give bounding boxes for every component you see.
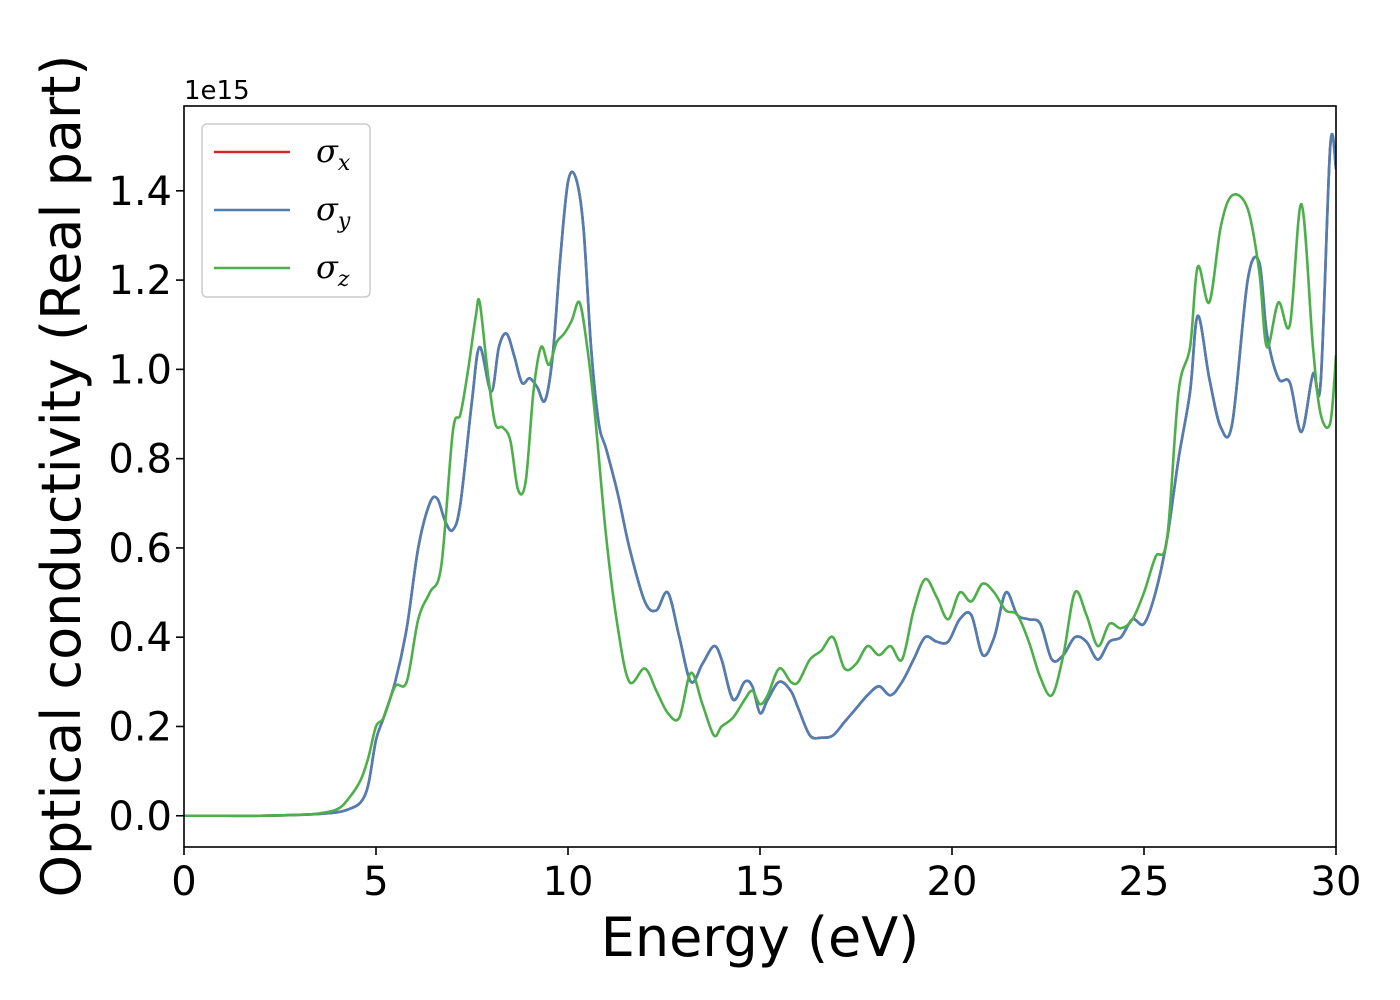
x-axis-ticks: 0 5 10 15 20 25 30 — [171, 847, 1361, 905]
y-tick-label: 0.4 — [108, 615, 172, 661]
y-tick-label: 1.4 — [108, 169, 172, 215]
y-tick-label: 0.0 — [108, 794, 172, 840]
legend-label-y: σy — [316, 190, 351, 234]
y-tick-label: 0.2 — [108, 704, 172, 750]
x-axis-label: Energy (eV) — [601, 906, 920, 969]
y-tick-label: 1.2 — [108, 258, 172, 304]
y-axis-ticks: 0.0 0.2 0.4 0.6 0.8 1.0 1.2 1.4 — [108, 169, 184, 840]
x-tick-label: 25 — [1119, 859, 1170, 905]
legend: σx σy σz — [201, 123, 371, 298]
series-line-z — [184, 193, 1336, 818]
series-layer — [184, 133, 1336, 818]
y-offset-label: 1e15 — [184, 76, 250, 106]
series-line-y — [184, 133, 1336, 818]
x-tick-label: 0 — [171, 859, 196, 905]
y-tick-label: 0.8 — [108, 437, 172, 483]
x-tick-label: 5 — [363, 859, 388, 905]
y-tick-label: 1.0 — [108, 347, 172, 393]
legend-label-z: σz — [316, 248, 350, 292]
y-axis-label: Optical conductivity (Real part) — [30, 55, 93, 898]
x-tick-label: 30 — [1311, 859, 1362, 905]
x-tick-label: 15 — [735, 859, 786, 905]
x-tick-label: 20 — [927, 859, 978, 905]
y-tick-label: 0.6 — [108, 526, 172, 572]
x-tick-label: 10 — [543, 859, 594, 905]
legend-label-x: σx — [316, 132, 351, 176]
